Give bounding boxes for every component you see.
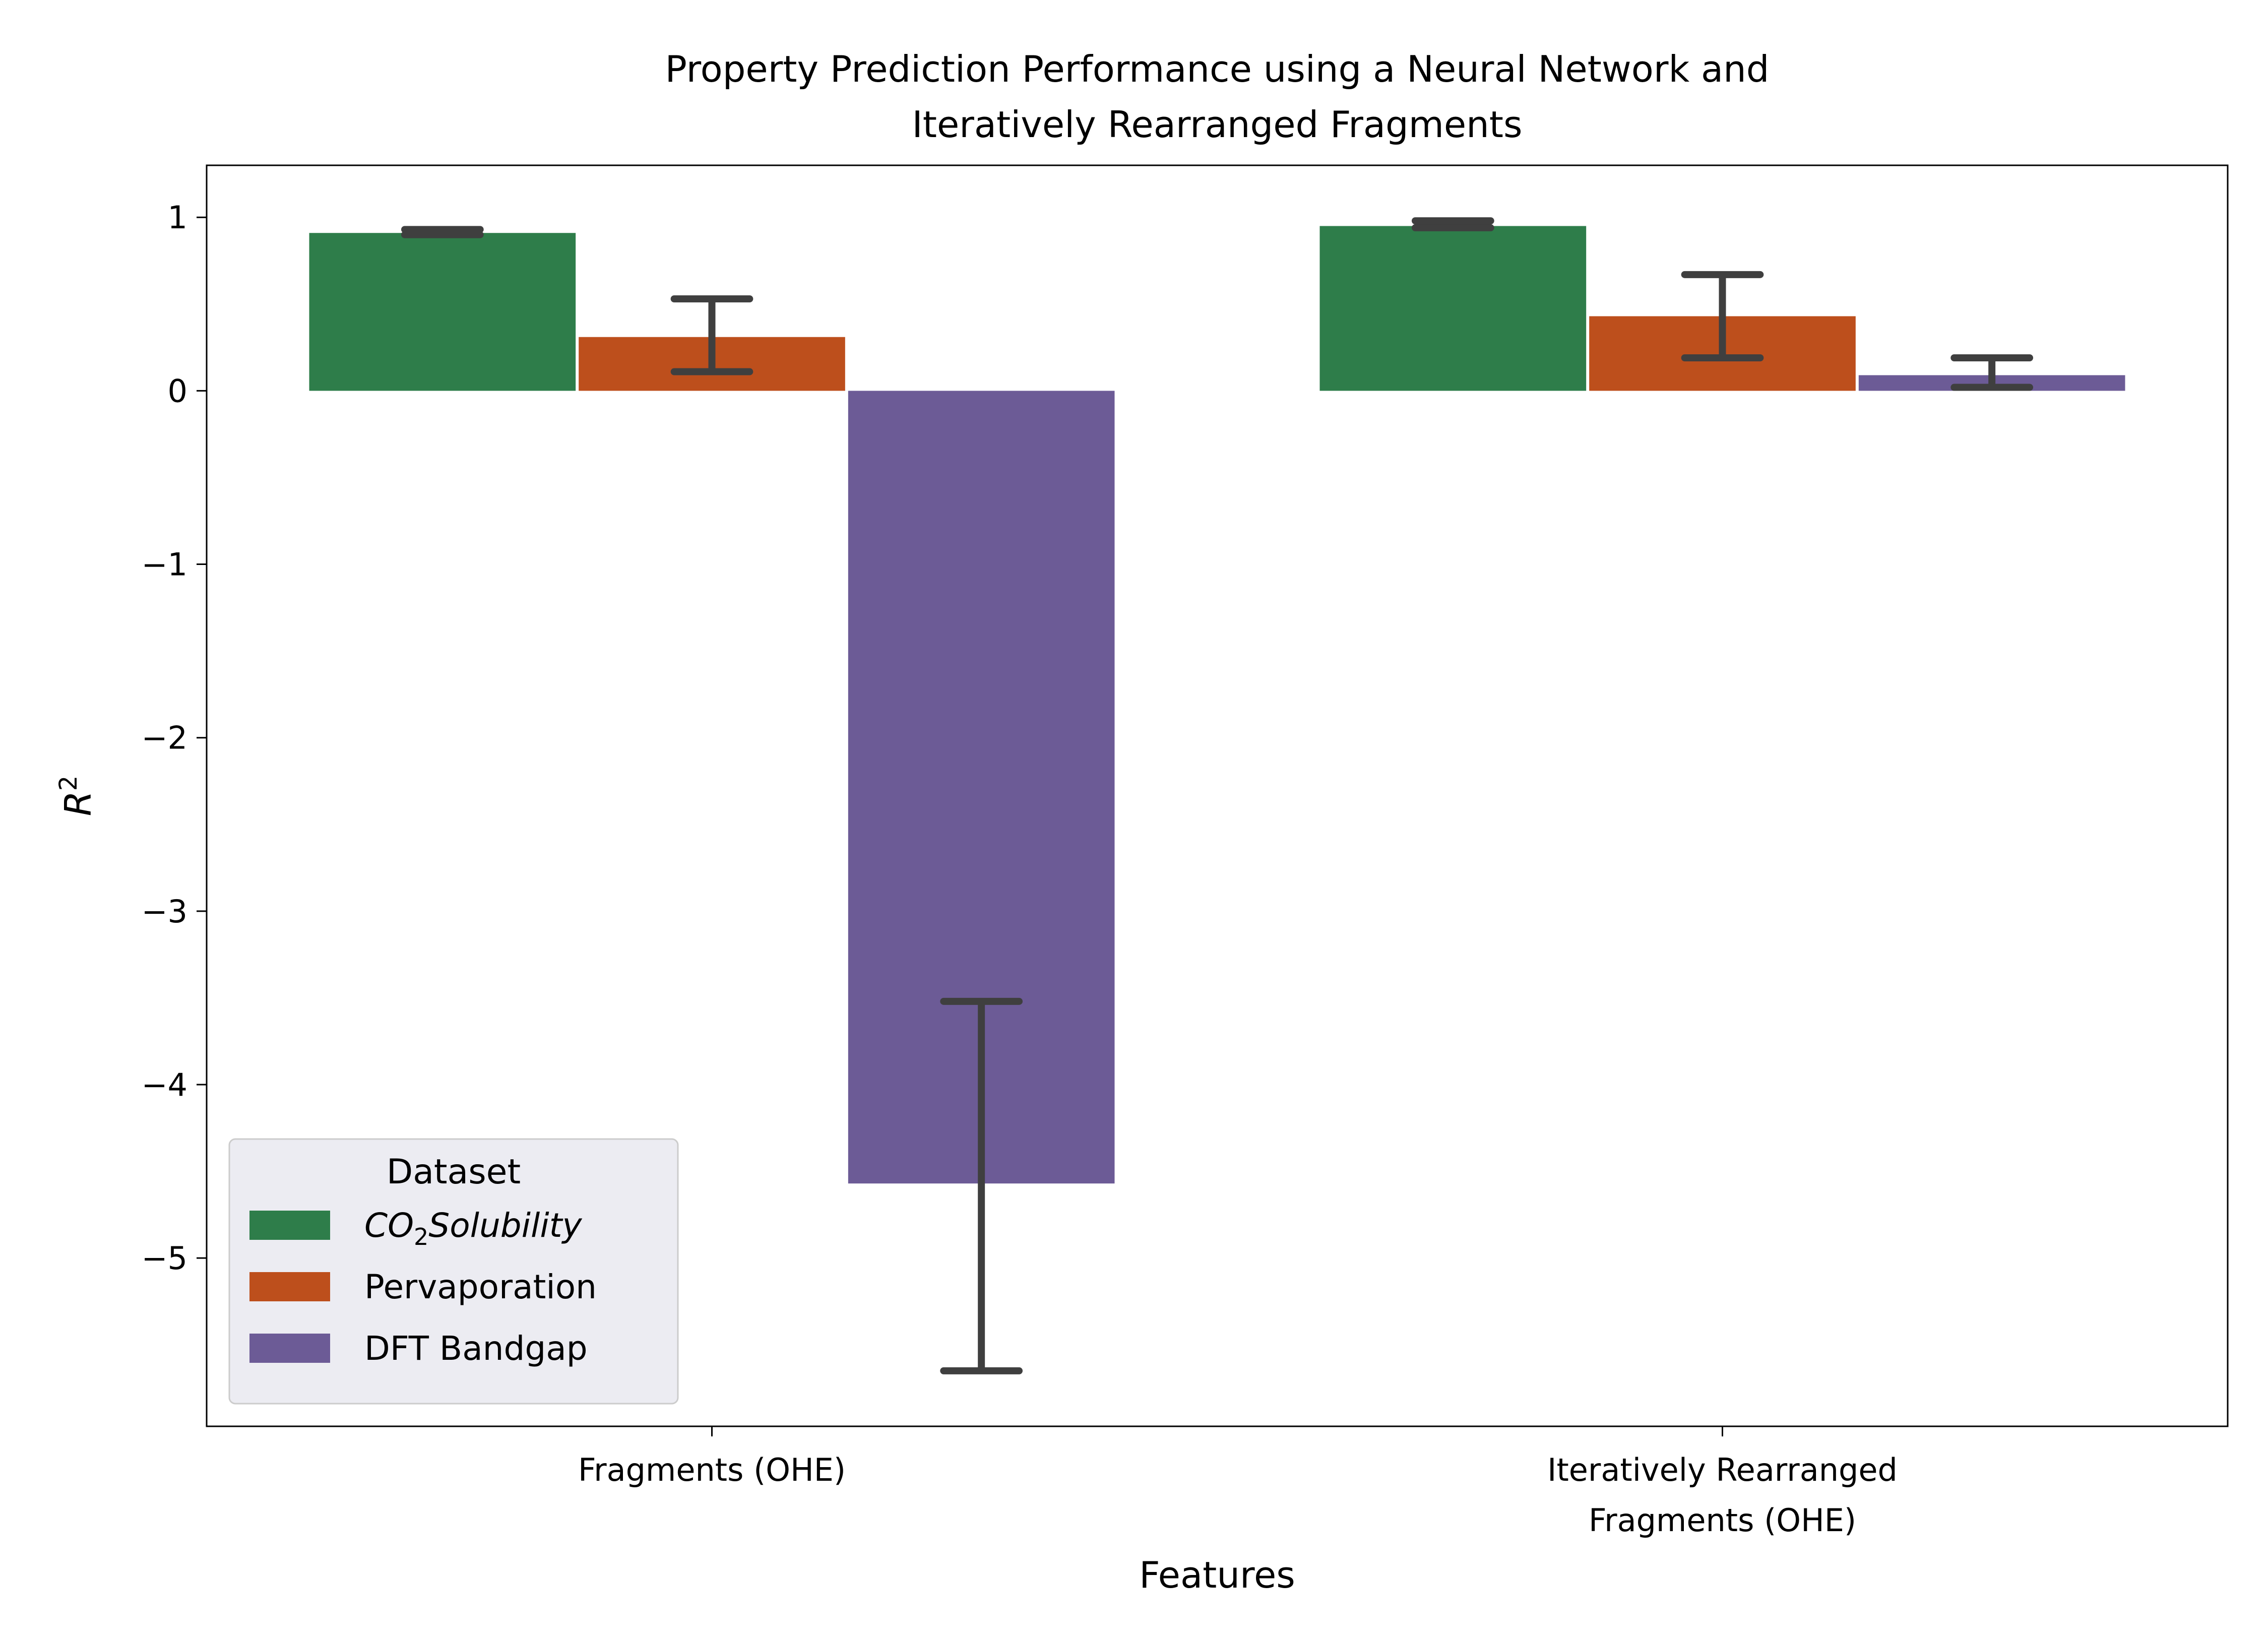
legend-title: Dataset <box>387 1152 521 1192</box>
legend-box <box>228 1138 679 1405</box>
legend: Dataset CO2Solubility Pervaporation DFT Ban… <box>228 1138 679 1405</box>
y-tick-label: 0 <box>168 372 187 409</box>
legend-swatch <box>249 1211 330 1240</box>
legend-label: CO2Solubility <box>364 1206 583 1250</box>
legend-swatch <box>249 1272 330 1301</box>
bar <box>1319 226 1587 391</box>
x-tick-label: Fragments (OHE) <box>1589 1502 1856 1539</box>
legend-swatch <box>249 1334 330 1363</box>
error-bars-layer <box>401 217 2034 1374</box>
legend-label: DFT Bandgap <box>364 1329 588 1368</box>
x-tick-label: Fragments (OHE) <box>578 1452 846 1488</box>
y-tick-label: −2 <box>142 720 187 757</box>
x-axis-label: Features <box>1139 1554 1295 1596</box>
plot-frame <box>206 164 2229 1427</box>
y-tick-label: −3 <box>142 893 187 930</box>
y-tick-label: −5 <box>142 1240 187 1277</box>
x-tick-label: Iteratively Rearranged <box>1547 1452 1898 1488</box>
y-tick-label: −1 <box>142 546 187 583</box>
x-axis: Fragments (OHE) Iteratively Rearranged Fra… <box>578 1426 1898 1539</box>
legend-label: Pervaporation <box>364 1268 597 1306</box>
y-axis-label: R2 <box>54 776 99 816</box>
y-tick-label: 1 <box>168 199 187 236</box>
chart-title-line: Iteratively Rearranged Fragments <box>912 103 1522 146</box>
y-axis: 1 0 −1 −2 −3 −4 −5 <box>142 199 207 1277</box>
bars-layer <box>309 226 2125 1184</box>
chart-title: Property Prediction Performance using a … <box>665 48 1769 146</box>
y-tick-label: −4 <box>142 1066 187 1103</box>
chart-title-line: Property Prediction Performance using a … <box>665 48 1769 90</box>
bar <box>309 233 576 391</box>
